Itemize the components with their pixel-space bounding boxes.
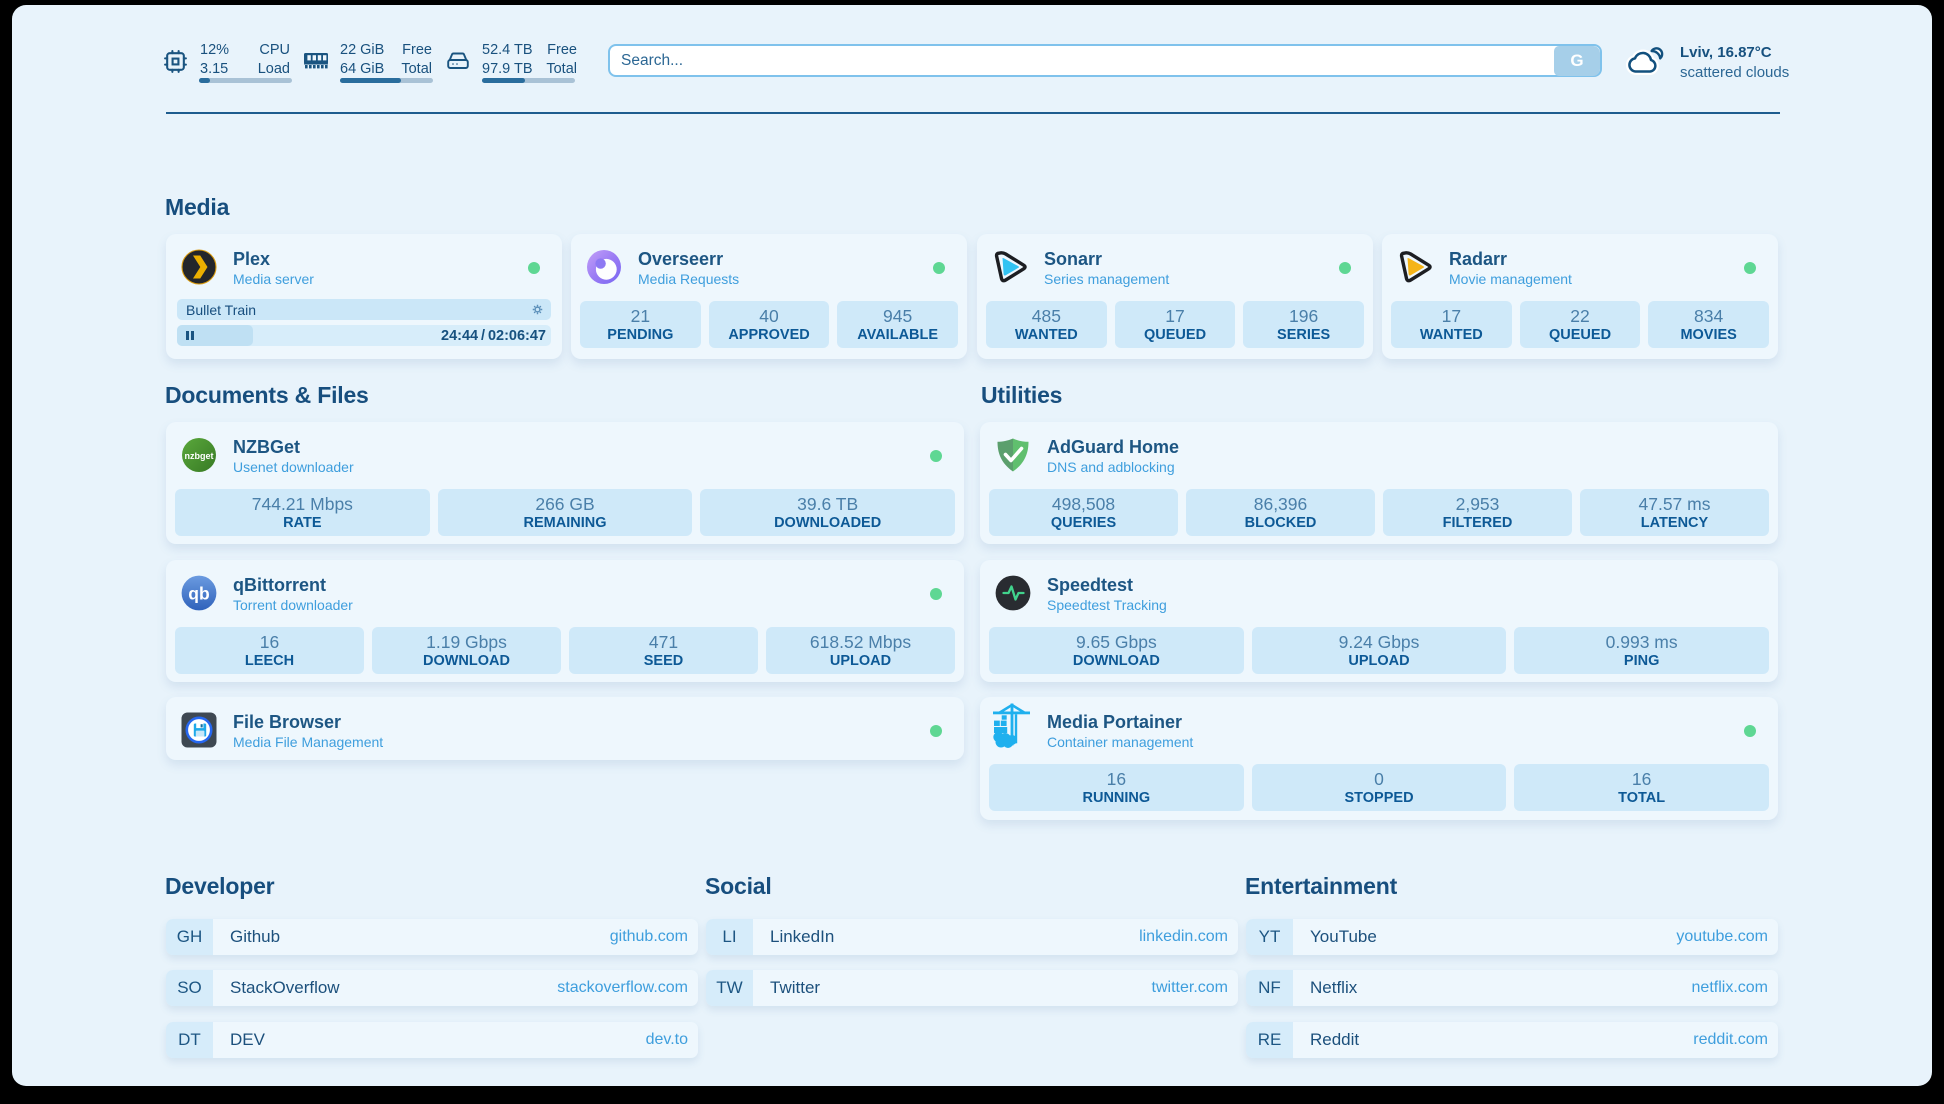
svg-text:qb: qb bbox=[188, 584, 209, 604]
svg-text:nzbget: nzbget bbox=[185, 451, 214, 461]
